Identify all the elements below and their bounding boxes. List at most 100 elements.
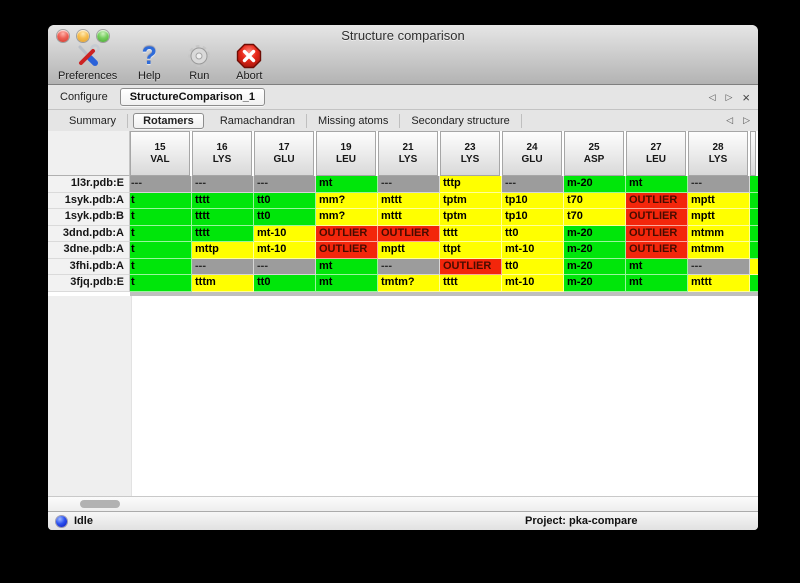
rotamer-cell[interactable]: tttt <box>192 192 254 209</box>
rotamer-cell[interactable]: mt <box>626 176 688 193</box>
rotamer-cell[interactable]: mttt <box>688 275 750 292</box>
prev-config-icon[interactable]: ◁ <box>708 91 716 102</box>
run-button[interactable]: Run <box>181 43 217 82</box>
rotamer-cell[interactable]: mt <box>316 258 378 275</box>
column-header-21[interactable]: 21 LYS <box>378 131 438 176</box>
column-header-25[interactable]: 25 ASP <box>564 131 624 176</box>
rotamer-cell[interactable]: m-20 <box>564 275 626 292</box>
rotamer-cell[interactable]: m-20 <box>564 258 626 275</box>
rotamer-cell[interactable]: t <box>130 242 192 259</box>
rotamer-cell[interactable]: tmtm? <box>378 275 440 292</box>
tab-missing-atoms[interactable]: Missing atoms <box>307 113 401 128</box>
rotamer-cell[interactable]: mt-10 <box>502 275 564 292</box>
rotamer-cell[interactable]: t <box>130 258 192 275</box>
rotamer-cell[interactable]: --- <box>378 258 440 275</box>
rotamer-cell[interactable]: mtmm <box>688 225 750 242</box>
rotamer-cell[interactable]: mptt <box>688 209 750 226</box>
rotamer-cell[interactable]: mttt <box>378 192 440 209</box>
rotamer-cell[interactable]: mt <box>626 258 688 275</box>
rotamer-cell[interactable]: tp10 <box>502 209 564 226</box>
rotamer-cell[interactable]: tttt <box>440 225 502 242</box>
rotamer-cell[interactable]: --- <box>254 258 316 275</box>
tab-secondary-structure[interactable]: Secondary structure <box>400 113 522 128</box>
tab-ramachandran[interactable]: Ramachandran <box>209 113 308 128</box>
rotamer-cell[interactable]: --- <box>192 258 254 275</box>
rotamer-cell[interactable]: t70 <box>564 192 626 209</box>
rotamer-cell[interactable]: mtmm <box>688 242 750 259</box>
rotamer-cell[interactable]: tp10 <box>502 192 564 209</box>
preferences-button[interactable]: Preferences <box>58 43 117 82</box>
rotamer-cell[interactable]: m-20 <box>564 176 626 193</box>
help-button[interactable]: ? Help <box>131 43 167 82</box>
prev-tab-icon[interactable]: ◁ <box>726 115 734 125</box>
rotamer-cell[interactable]: mttt <box>378 209 440 226</box>
rotamer-cell[interactable]: tt0 <box>254 192 316 209</box>
tab-rotamers[interactable]: Rotamers <box>133 112 204 129</box>
rotamer-cell[interactable]: m-20 <box>564 225 626 242</box>
scrollbar-thumb[interactable] <box>80 500 120 508</box>
rotamer-cell[interactable]: mm? <box>316 192 378 209</box>
rotamer-cell[interactable]: --- <box>192 176 254 193</box>
rotamer-cell[interactable]: tt0 <box>254 209 316 226</box>
column-header-16[interactable]: 16 LYS <box>192 131 252 176</box>
column-header-23[interactable]: 23 LYS <box>440 131 500 176</box>
rotamer-cell[interactable]: --- <box>688 176 750 193</box>
close-config-icon[interactable]: × <box>742 89 750 105</box>
rotamer-cell[interactable]: tttm <box>192 275 254 292</box>
rotamer-cell[interactable]: mt <box>316 176 378 193</box>
rotamer-cell[interactable]: tt0 <box>502 225 564 242</box>
rotamer-cell[interactable]: t70 <box>564 209 626 226</box>
rotamer-cell[interactable]: mm? <box>316 209 378 226</box>
column-header-17[interactable]: 17 GLU <box>254 131 314 176</box>
rotamer-cell[interactable]: tttt <box>440 275 502 292</box>
rotamer-cell[interactable]: tttp <box>440 176 502 193</box>
rotamer-cell[interactable]: mt-10 <box>254 242 316 259</box>
row-label-3dnd-pdb-A[interactable]: 3dnd.pdb:A <box>48 225 130 242</box>
rotamer-cell[interactable]: OUTLIER <box>626 242 688 259</box>
tab-summary[interactable]: Summary <box>58 113 129 128</box>
next-tab-icon[interactable]: ▷ <box>743 115 750 125</box>
horizontal-scrollbar[interactable] <box>48 496 758 511</box>
rotamer-cell[interactable]: tttt <box>192 225 254 242</box>
rotamer-cell[interactable]: OUTLIER <box>316 225 378 242</box>
rotamer-cell[interactable]: OUTLIER <box>626 225 688 242</box>
rotamer-cell[interactable]: --- <box>688 258 750 275</box>
row-label-3fhi-pdb-A[interactable]: 3fhi.pdb:A <box>48 258 130 275</box>
rotamer-cell[interactable]: mptt <box>688 192 750 209</box>
rotamer-cell[interactable]: t <box>130 192 192 209</box>
rotamer-cell[interactable]: mt-10 <box>502 242 564 259</box>
rotamer-cell[interactable]: mt-10 <box>254 225 316 242</box>
rotamer-cell[interactable]: --- <box>130 176 192 193</box>
column-header-27[interactable]: 27 LEU <box>626 131 686 176</box>
rotamer-cell[interactable]: tttt <box>192 209 254 226</box>
column-header-19[interactable]: 19 LEU <box>316 131 376 176</box>
row-label-1syk-pdb-B[interactable]: 1syk.pdb:B <box>48 209 130 226</box>
rotamer-cell[interactable]: tptm <box>440 192 502 209</box>
rotamer-cell[interactable]: mt <box>316 275 378 292</box>
rotamer-cell[interactable]: t <box>130 209 192 226</box>
row-label-3fjq-pdb-E[interactable]: 3fjq.pdb:E <box>48 275 130 292</box>
column-header-15[interactable]: 15 VAL <box>130 131 190 176</box>
column-header-24[interactable]: 24 GLU <box>502 131 562 176</box>
rotamer-cell[interactable]: t <box>130 225 192 242</box>
rotamer-cell[interactable]: --- <box>254 176 316 193</box>
rotamer-cell[interactable]: mttp <box>192 242 254 259</box>
close-window-button[interactable] <box>57 30 69 42</box>
rotamer-cell[interactable]: ttpt <box>440 242 502 259</box>
rotamer-cell[interactable]: OUTLIER <box>316 242 378 259</box>
rotamer-cell[interactable]: OUTLIER <box>626 192 688 209</box>
row-label-1syk-pdb-A[interactable]: 1syk.pdb:A <box>48 192 130 209</box>
zoom-window-button[interactable] <box>97 30 109 42</box>
rotamer-cell[interactable]: OUTLIER <box>626 209 688 226</box>
rotamer-cell[interactable]: tt0 <box>502 258 564 275</box>
rotamer-cell[interactable]: mt <box>626 275 688 292</box>
rotamer-cell[interactable]: --- <box>378 176 440 193</box>
titlebar[interactable]: Structure comparison <box>48 25 758 45</box>
config-tab-structurecomparison-1[interactable]: StructureComparison_1 <box>119 88 266 106</box>
rotamer-cell[interactable]: OUTLIER <box>378 225 440 242</box>
rotamer-cell[interactable]: tt0 <box>254 275 316 292</box>
rotamer-cell[interactable]: --- <box>502 176 564 193</box>
column-header-28[interactable]: 28 LYS <box>688 131 748 176</box>
rotamer-cell[interactable]: tptm <box>440 209 502 226</box>
minimize-window-button[interactable] <box>77 30 89 42</box>
